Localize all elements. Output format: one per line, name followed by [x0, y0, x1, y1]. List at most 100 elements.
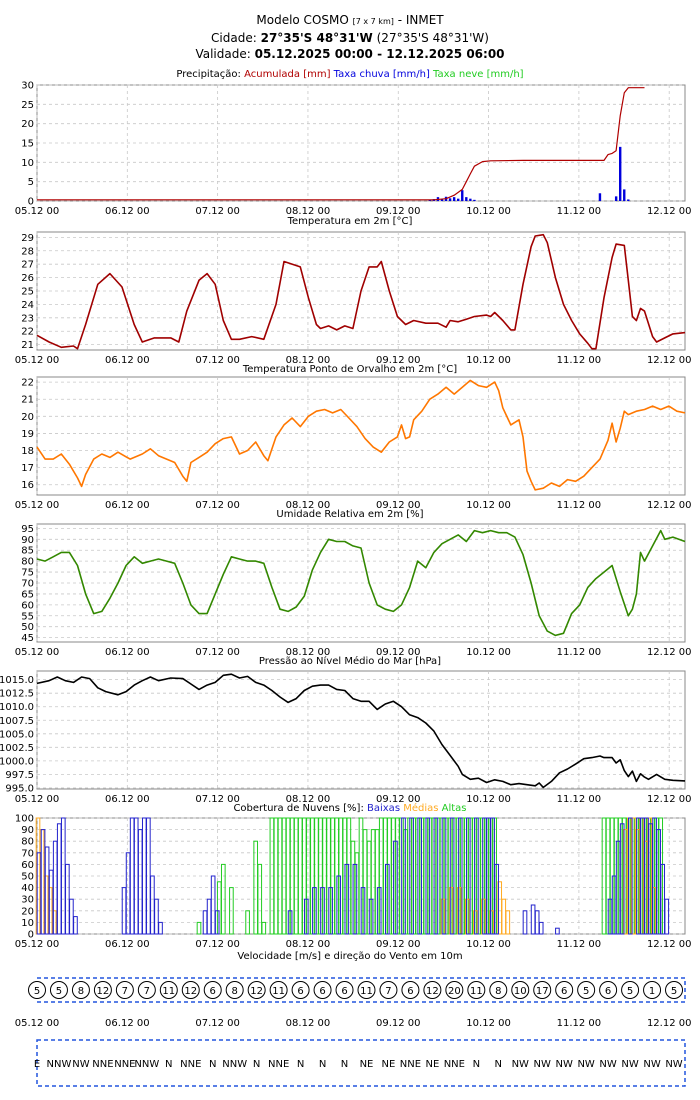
wind-speed-value: 20 — [448, 986, 461, 997]
precip-legend-entry: Taxa neve [mm/h] — [432, 69, 524, 80]
y-tick-label: 0 — [28, 197, 34, 208]
chart-header: Modelo COSMO [7 x 7 km] - INMET Cidade: … — [0, 12, 700, 62]
y-tick-label: 28 — [21, 246, 34, 257]
y-tick-label: 995.0 — [5, 783, 34, 794]
y-tick-label: 5 — [28, 177, 34, 188]
cloud-high-bar — [257, 863, 263, 935]
cloud-low-bar — [425, 817, 431, 935]
rain-rate-bar — [473, 199, 476, 201]
wind-direction-label: NE — [425, 1059, 439, 1070]
y-tick-label: 75 — [21, 568, 34, 579]
wind-direction-label: NW — [599, 1059, 616, 1070]
y-tick-label: 60 — [21, 860, 34, 871]
y-tick-label: 85 — [21, 546, 34, 557]
x-tick-label: 11.12 00 — [557, 647, 602, 658]
y-tick-label: 20 — [21, 906, 34, 917]
wind-speed-circle — [599, 981, 618, 999]
cloud-low-bar — [627, 817, 633, 935]
y-tick-label: 16 — [21, 480, 34, 491]
y-tick-label: 30 — [21, 81, 34, 92]
wind-speed-value: 5 — [34, 986, 40, 997]
x-tick-label: 11.12 00 — [557, 939, 602, 950]
cloud-legend-entry: Médias — [403, 802, 441, 814]
y-tick-label: 1010.0 — [0, 702, 34, 713]
wind-speed-value: 5 — [671, 986, 677, 997]
y-tick-label: 20 — [21, 119, 34, 130]
x-tick-label: 10.12 00 — [466, 939, 511, 950]
wind-speed-value: 11 — [162, 986, 175, 997]
wind-speed-value: 6 — [341, 986, 347, 997]
dew-panel: Temperatura Ponto de Orvalho em 2m [°C] 1… — [15, 364, 692, 511]
rain-rate-bar — [428, 199, 432, 201]
wind-speed-value: 12 — [184, 986, 197, 997]
rh-title: Umidade Relativa em 2m [%] — [276, 509, 423, 520]
wind-x-tick-label: 09.12 00 — [376, 1018, 421, 1029]
y-tick-label: 100 — [15, 814, 34, 825]
wind-speed-circle — [577, 981, 596, 999]
y-tick-label: 21 — [21, 395, 34, 406]
x-tick-label: 08.12 00 — [286, 794, 331, 805]
y-tick-label: 50 — [21, 872, 34, 883]
precip-title: Precipitação: Acumulada [mm] Taxa chuva … — [176, 69, 523, 80]
plot-frame — [36, 376, 686, 496]
x-tick-label: 12.12 00 — [647, 647, 692, 658]
press-line — [36, 673, 686, 789]
wind-speed-value: 11 — [470, 986, 483, 997]
wind-speed-circle — [511, 981, 530, 999]
wind-panel: Velocidade [m/s] e direção do Vento em 1… — [15, 951, 691, 1087]
x-tick-label: 08.12 00 — [286, 355, 331, 366]
wind-speed-value: 8 — [495, 986, 501, 997]
rain-rate-bar — [598, 193, 602, 201]
wind-x-tick-label: 08.12 00 — [286, 1018, 331, 1029]
cloud-low-bar — [376, 887, 382, 935]
y-tick-label: 26 — [21, 273, 34, 284]
cloud-low-bar — [449, 817, 455, 935]
cloud-low-bar — [494, 863, 499, 935]
wind-speed-circle — [225, 981, 244, 999]
wind-speed-circle — [335, 981, 354, 999]
press-panel: Pressão ao Nível Médio do Mar [hPa] 995.0… — [0, 655, 691, 805]
x-tick-label: 06.12 00 — [105, 647, 150, 658]
wind-direction-label: N — [253, 1059, 260, 1070]
dew-line — [36, 379, 686, 491]
wind-direction-label: N — [319, 1059, 326, 1070]
wind-speed-value: 8 — [78, 986, 84, 997]
cloud-low-bar — [352, 863, 358, 935]
x-tick-label: 09.12 00 — [376, 500, 421, 511]
x-tick-label: 10.12 00 — [466, 500, 511, 511]
wind-direction-label: NW — [643, 1059, 660, 1070]
wind-speed-circle — [313, 981, 332, 999]
wind-direction-label: NNE — [92, 1059, 113, 1070]
wind-direction-label: NE — [382, 1059, 396, 1070]
wind-direction-label: N — [297, 1059, 304, 1070]
cloud-low-bar — [474, 817, 479, 935]
cloud-legend-entry: Baixas — [367, 803, 403, 814]
wind-direction-label: NW — [621, 1059, 638, 1070]
rh-line — [36, 529, 686, 637]
cloud-low-bar — [457, 817, 463, 935]
y-tick-label: 70 — [21, 579, 34, 590]
wind-speed-circle — [115, 981, 134, 999]
x-tick-label: 08.12 00 — [286, 647, 331, 658]
x-tick-label: 11.12 00 — [557, 206, 602, 217]
wind-direction-label: N — [495, 1059, 502, 1070]
wind-speed-value: 10 — [514, 986, 527, 997]
x-tick-label: 06.12 00 — [105, 939, 150, 950]
y-tick-label: 60 — [21, 600, 34, 611]
x-tick-label: 06.12 00 — [105, 206, 150, 217]
wind-speed-value: 12 — [250, 986, 263, 997]
wind-direction-box — [36, 1039, 686, 1087]
y-tick-label: 10 — [21, 918, 34, 929]
wind-x-tick-label: 05.12 00 — [15, 1018, 60, 1029]
y-tick-label: 30 — [21, 895, 34, 906]
x-tick-label: 09.12 00 — [376, 939, 421, 950]
y-tick-label: 1012.5 — [0, 689, 34, 700]
y-tick-label: 19 — [21, 429, 34, 440]
cloud-low-bar — [619, 823, 625, 935]
x-tick-label: 10.12 00 — [466, 647, 511, 658]
wind-speed-circle — [643, 981, 662, 999]
y-tick-label: 20 — [21, 412, 34, 423]
wind-speed-value: 6 — [407, 986, 413, 997]
wind-direction-label: NNE — [444, 1059, 465, 1070]
